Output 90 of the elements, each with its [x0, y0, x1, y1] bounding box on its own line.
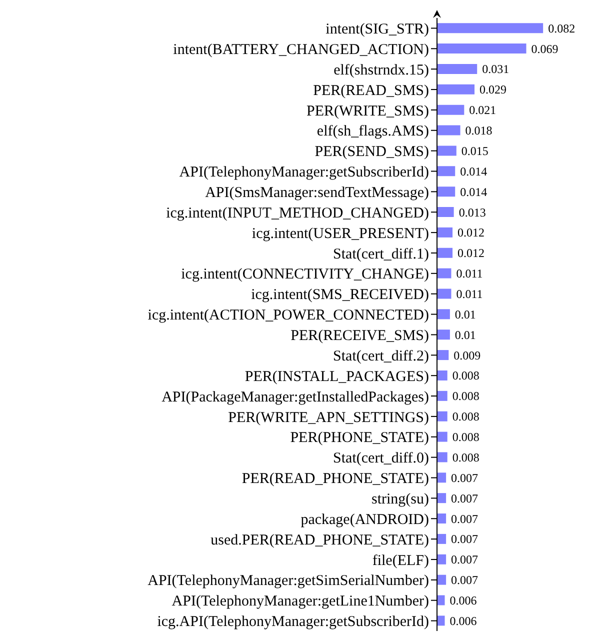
bar	[437, 166, 456, 176]
y-tick-label: package(ANDROID)	[300, 512, 429, 528]
y-tick-label: icg.intent(ACTION_POWER_CONNECTED)	[148, 308, 429, 324]
y-tick-label: PER(WRITE_SMS)	[306, 103, 429, 120]
bar	[437, 350, 449, 360]
bar	[437, 44, 526, 54]
data-label: 0.007	[451, 491, 478, 506]
bar	[437, 554, 446, 564]
data-label: 0.01	[454, 307, 476, 322]
data-label: 0.013	[458, 205, 486, 220]
data-label: 0.012	[458, 246, 485, 260]
y-tick-label: PER(RECEIVE_SMS)	[290, 328, 429, 344]
data-label: 0.008	[452, 410, 480, 424]
bar	[437, 574, 446, 585]
y-tick-label: API(TelephonyManager:getLine1Number)	[172, 594, 429, 610]
bar	[437, 452, 448, 462]
bar	[437, 268, 452, 278]
bar	[437, 330, 450, 340]
data-label: 0.029	[480, 82, 507, 97]
data-label: 0.008	[452, 368, 480, 383]
data-label: 0.006	[450, 594, 477, 608]
data-label: 0.007	[451, 512, 478, 526]
bar	[437, 288, 452, 299]
data-label: 0.007	[451, 532, 478, 546]
y-tick-label: icg.intent(USER_PRESENT)	[252, 226, 430, 242]
data-label: 0.018	[465, 124, 492, 138]
y-tick-label: Stat(cert_diff.0)	[333, 450, 429, 467]
y-tick-label: string(su)	[372, 492, 429, 508]
y-tick-label: PER(INSTALL_PACKAGES)	[244, 368, 429, 385]
bar	[437, 104, 464, 115]
bar	[437, 370, 448, 380]
bar	[437, 84, 475, 94]
y-tick-label: Stat(cert_diff.2)	[333, 348, 429, 364]
y-tick-label: icg.intent(CONNECTIVITY_CHANGE)	[181, 266, 430, 283]
data-label: 0.008	[452, 430, 480, 444]
y-tick-label: PER(SEND_SMS)	[314, 144, 429, 160]
data-label: 0.008	[452, 450, 480, 464]
bar	[437, 493, 446, 504]
data-label: 0.007	[451, 552, 478, 567]
bar	[437, 472, 446, 483]
bar	[437, 146, 456, 156]
data-label: 0.031	[482, 62, 510, 76]
bar	[437, 227, 453, 238]
y-tick-label: API(SmsManager:sendTextMessage)	[205, 185, 429, 202]
y-tick-label: used.PER(READ_PHONE_STATE)	[210, 532, 429, 548]
bar	[437, 23, 544, 34]
data-label: 0.014	[460, 164, 488, 178]
bar	[437, 207, 454, 218]
bar	[437, 514, 446, 524]
data-label: 0.009	[454, 348, 481, 362]
bar	[437, 248, 453, 258]
bar	[437, 616, 445, 626]
bar	[437, 411, 448, 422]
y-tick-label: PER(READ_SMS)	[313, 82, 429, 99]
bar	[437, 432, 448, 442]
data-label: 0.015	[461, 144, 488, 158]
data-label: 0.069	[531, 42, 558, 56]
data-label: 0.012	[458, 226, 485, 240]
bar	[437, 390, 448, 401]
y-tick-label: API(TelephonyManager:getSimSerialNumber)	[148, 573, 430, 590]
data-label: 0.082	[548, 21, 576, 36]
y-tick-label: API(TelephonyManager:getSubscriberId)	[179, 164, 429, 181]
y-tick-label: icg.intent(INPUT_METHOD_CHANGED)	[166, 205, 429, 222]
bar	[437, 186, 456, 197]
y-tick-label: icg.API(TelephonyManager:getSubscriberId)	[157, 614, 430, 630]
data-label: 0.008	[452, 389, 480, 404]
bar	[437, 595, 445, 606]
y-tick-label: API(PackageManager:getInstalledPackages)	[162, 389, 429, 406]
y-tick-label: Stat(cert_diff.1)	[333, 246, 429, 262]
data-label: 0.011	[456, 287, 483, 301]
bar	[437, 309, 450, 320]
bar	[437, 64, 478, 74]
y-tick-label: PER(WRITE_APN_SETTINGS)	[228, 410, 429, 426]
data-label: 0.011	[456, 266, 483, 281]
y-tick-label: elf(shstrndx.15)	[334, 62, 429, 78]
y-tick-label: intent(SIG_STR)	[326, 22, 429, 38]
data-label: 0.006	[450, 614, 477, 628]
y-tick-label: file(ELF)	[372, 552, 429, 569]
bar	[437, 125, 460, 136]
y-tick-label: intent(BATTERY_CHANGED_ACTION)	[173, 42, 429, 58]
bar	[437, 534, 446, 544]
y-tick-label: icg.intent(SMS_RECEIVED)	[251, 287, 430, 304]
data-label: 0.007	[451, 573, 478, 588]
y-tick-label: elf(sh_flags.AMS)	[316, 124, 429, 140]
data-label: 0.007	[451, 470, 478, 485]
data-label: 0.014	[460, 184, 488, 199]
data-label: 0.021	[469, 103, 496, 118]
y-tick-label: PER(READ_PHONE_STATE)	[242, 471, 429, 488]
data-label: 0.01	[454, 328, 476, 342]
y-tick-label: PER(PHONE_STATE)	[290, 430, 429, 446]
